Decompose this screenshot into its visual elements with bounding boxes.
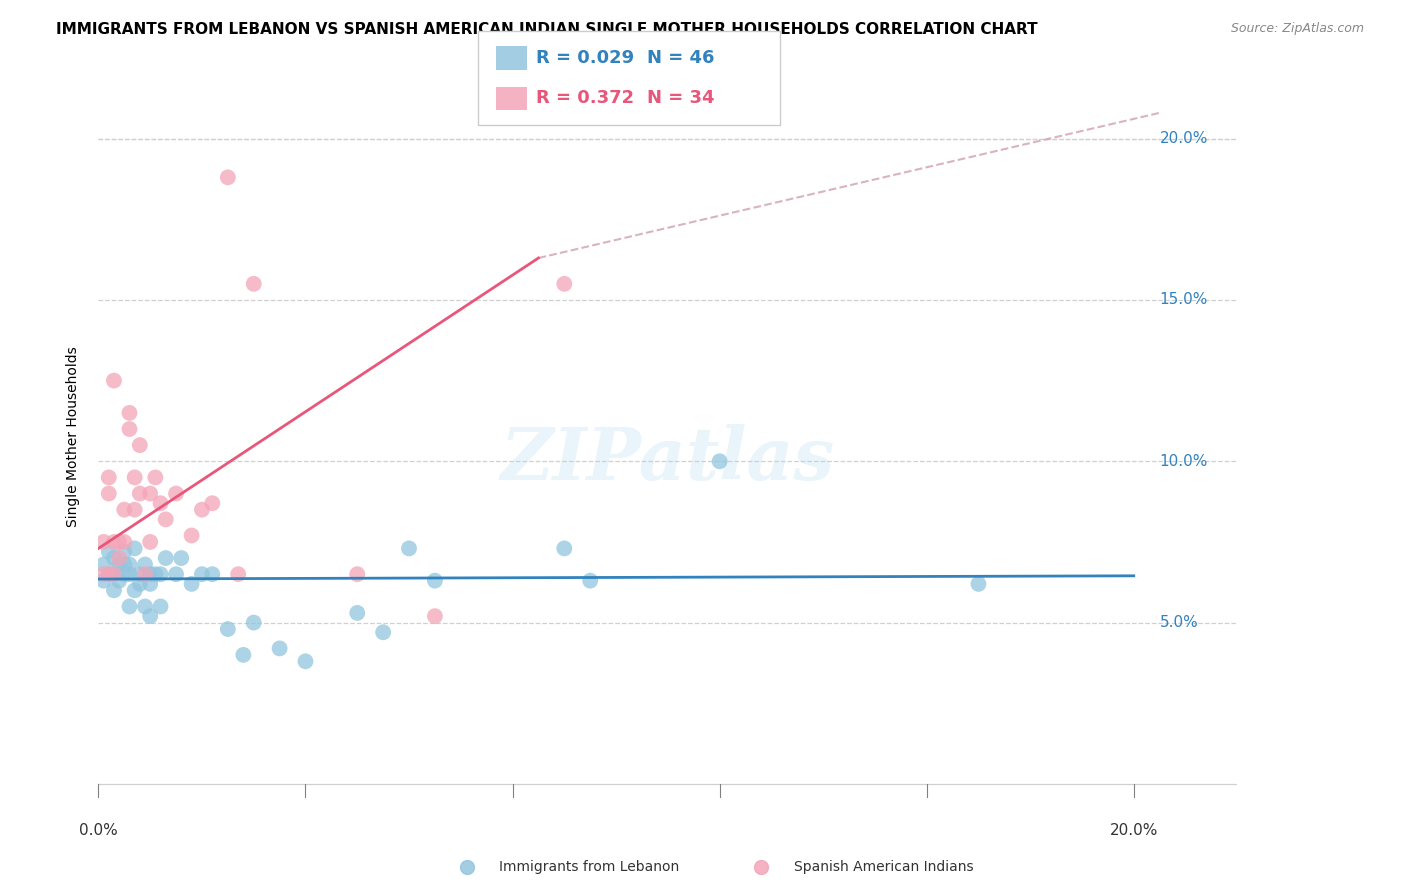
Point [93,535,115,549]
Point [294,654,316,668]
Point [967,577,990,591]
Point [134,558,156,572]
Point [97,544,120,558]
Text: Source: ZipAtlas.com: Source: ZipAtlas.com [1230,22,1364,36]
Point [112,544,135,558]
Point [165,567,187,582]
Point [103,567,125,582]
Point [112,502,135,516]
Point [93,567,115,582]
Point [103,551,125,566]
Point [155,551,177,566]
Point [103,374,125,388]
Point [423,609,446,624]
Point [139,567,162,582]
Point [103,583,125,598]
Point [139,535,162,549]
Point [217,622,239,636]
Point [108,574,131,588]
Point [180,528,202,542]
Point [112,567,135,582]
Point [149,567,172,582]
Point [118,558,141,572]
Point [191,567,214,582]
Point [155,512,177,526]
Point [134,599,156,614]
Point [149,599,172,614]
Point [112,535,135,549]
Text: N = 34: N = 34 [647,89,714,107]
Text: ZIPatlas: ZIPatlas [501,425,835,495]
Point [456,860,478,874]
Point [423,574,446,588]
Point [145,470,167,484]
Point [118,599,141,614]
Point [124,470,146,484]
Point [128,567,150,582]
Point [97,486,120,500]
Point [749,860,772,874]
Point [201,496,224,510]
Point [201,567,224,582]
Point [139,609,162,624]
Point [149,496,172,510]
Point [103,535,125,549]
Point [579,574,602,588]
Point [346,606,368,620]
Point [97,567,120,582]
Point [118,567,141,582]
Point [128,577,150,591]
Point [180,577,202,591]
Point [191,502,214,516]
Point [128,486,150,500]
Point [93,574,115,588]
Point [128,438,150,452]
Point [112,558,135,572]
Text: R = 0.029: R = 0.029 [536,49,634,67]
Point [97,470,120,484]
Point [269,641,291,656]
Point [242,615,264,630]
Point [124,583,146,598]
Point [108,551,131,566]
Text: Single Mother Households: Single Mother Households [66,347,80,527]
Point [232,648,254,662]
Point [145,567,167,582]
Point [242,277,264,291]
Point [170,551,193,566]
Point [165,486,187,500]
Point [217,170,239,185]
Point [93,558,115,572]
Text: 10.0%: 10.0% [1160,454,1208,469]
Text: Spanish American Indians: Spanish American Indians [794,860,974,874]
Point [553,541,575,556]
Point [124,541,146,556]
Text: 0.0%: 0.0% [79,822,118,838]
Point [226,567,249,582]
Point [134,567,156,582]
Point [398,541,420,556]
Point [346,567,368,582]
Point [118,406,141,420]
Point [103,567,125,582]
Point [124,502,146,516]
Point [373,625,395,640]
Point [108,535,131,549]
Text: 15.0%: 15.0% [1160,293,1208,308]
Text: Immigrants from Lebanon: Immigrants from Lebanon [499,860,679,874]
Text: 20.0%: 20.0% [1160,131,1208,146]
Point [118,422,141,436]
Text: 5.0%: 5.0% [1160,615,1198,630]
Point [139,486,162,500]
Point [553,277,575,291]
Point [108,558,131,572]
Point [139,577,162,591]
Point [709,454,731,468]
Text: 20.0%: 20.0% [1109,822,1159,838]
Text: R = 0.372: R = 0.372 [536,89,634,107]
Point [97,567,120,582]
Text: N = 46: N = 46 [647,49,714,67]
Text: IMMIGRANTS FROM LEBANON VS SPANISH AMERICAN INDIAN SINGLE MOTHER HOUSEHOLDS CORR: IMMIGRANTS FROM LEBANON VS SPANISH AMERI… [56,22,1038,37]
